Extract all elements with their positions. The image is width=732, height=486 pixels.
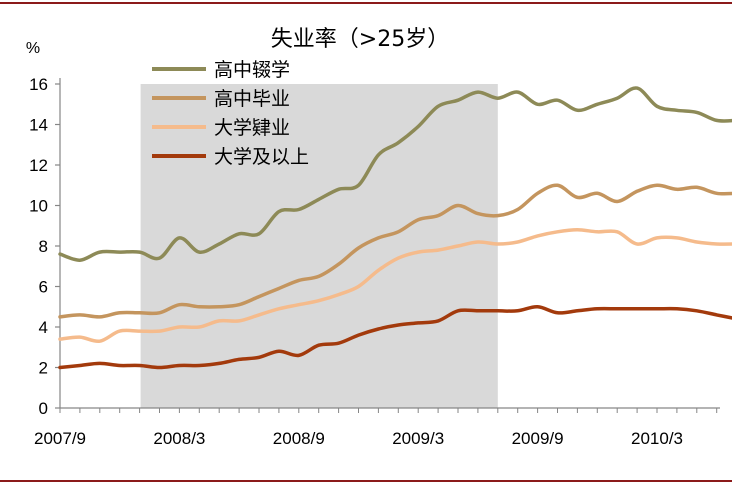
- y-tick-label: 4: [39, 318, 48, 337]
- recession-shading: [140, 84, 498, 408]
- x-tick-label: 2009/9: [512, 429, 564, 448]
- y-tick-label: 12: [29, 156, 48, 175]
- y-axis-unit-label: %: [26, 40, 40, 57]
- legend-label-2: 高中毕业: [214, 88, 290, 110]
- y-tick-label: 16: [29, 75, 48, 94]
- y-tick-label: 10: [29, 197, 48, 216]
- top-rule: [0, 2, 732, 4]
- series-line-2: [58, 183, 732, 319]
- series-lines: [58, 86, 732, 370]
- series-line-1: [58, 86, 732, 262]
- y-tick-label: 14: [29, 116, 48, 135]
- x-tick-label: 2007/9: [34, 429, 86, 448]
- series-line-4: [58, 305, 732, 370]
- axes: 0 2 4 6 8 10 12 14 16 2007/9 2008/3 2008/9 2009/3 200…: [29, 75, 720, 448]
- y-tick-label: 6: [39, 278, 48, 297]
- y-tick-label: 8: [39, 237, 48, 256]
- legend-label-4: 大学及以上: [214, 146, 309, 168]
- y-tick-label: 0: [39, 399, 48, 418]
- x-tick-label: 2009/3: [392, 429, 444, 448]
- legend-label-3: 大学肄业: [214, 117, 290, 139]
- legend-label-1: 高中辍学: [214, 59, 290, 81]
- series-line-3: [58, 228, 732, 344]
- bottom-rule: [0, 480, 732, 482]
- recession-shading-layer: [140, 84, 498, 408]
- chart-title: 失业率（>25岁）: [271, 27, 449, 52]
- y-tick-label: 2: [39, 359, 48, 378]
- x-tick-label: 2008/9: [273, 429, 325, 448]
- x-tick-label: 2010/3: [631, 429, 683, 448]
- x-tick-label: 2008/3: [153, 429, 205, 448]
